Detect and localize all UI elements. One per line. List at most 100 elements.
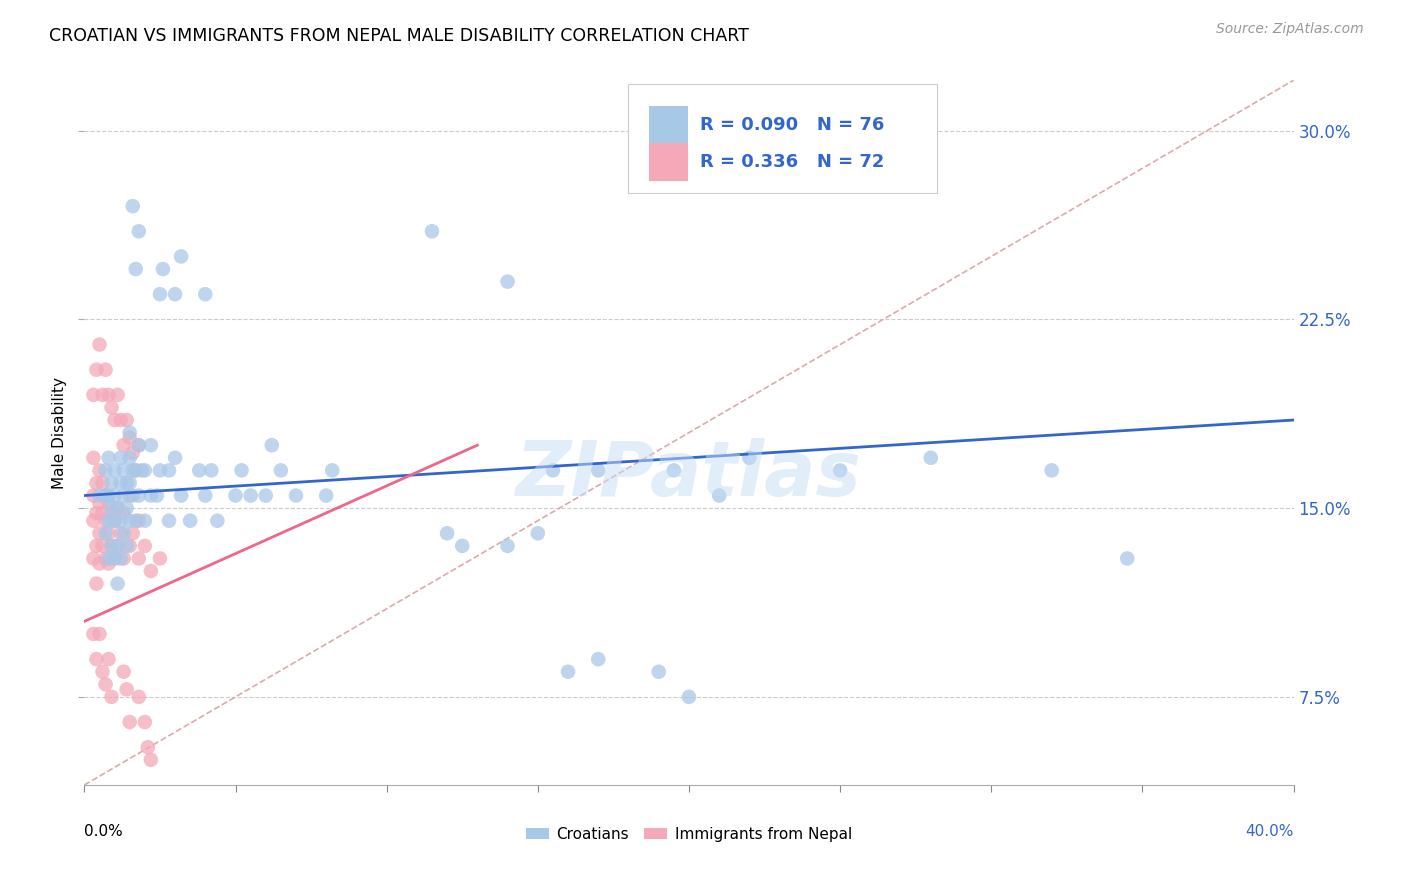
Point bbox=[100, 401, 122, 415]
Point bbox=[188, 463, 211, 477]
Point bbox=[100, 539, 122, 553]
Point bbox=[82, 551, 104, 566]
Point bbox=[100, 506, 122, 520]
Point bbox=[118, 450, 141, 465]
Point bbox=[112, 438, 135, 452]
Point bbox=[107, 501, 129, 516]
Point bbox=[94, 514, 117, 528]
Point bbox=[97, 652, 120, 666]
Point bbox=[97, 388, 120, 402]
Point bbox=[118, 475, 141, 490]
Point bbox=[107, 539, 129, 553]
FancyBboxPatch shape bbox=[650, 106, 688, 145]
Point bbox=[121, 463, 143, 477]
Point bbox=[165, 287, 187, 301]
Point bbox=[139, 564, 162, 578]
Point bbox=[82, 489, 104, 503]
Point bbox=[94, 362, 117, 376]
Point bbox=[118, 489, 141, 503]
Point bbox=[110, 526, 132, 541]
Point bbox=[110, 475, 132, 490]
Point bbox=[128, 438, 150, 452]
Point bbox=[321, 463, 343, 477]
Point bbox=[541, 463, 564, 477]
Point bbox=[830, 463, 852, 477]
Point bbox=[112, 463, 135, 477]
Point bbox=[136, 740, 159, 755]
Point bbox=[104, 413, 127, 427]
Point bbox=[104, 514, 127, 528]
Point bbox=[91, 665, 114, 679]
Point bbox=[97, 514, 120, 528]
Point bbox=[89, 337, 111, 351]
Text: 0.0%: 0.0% bbox=[84, 823, 124, 838]
Point bbox=[527, 526, 550, 541]
Point bbox=[285, 489, 308, 503]
Point bbox=[125, 463, 148, 477]
Point bbox=[139, 489, 162, 503]
Point bbox=[86, 652, 108, 666]
Point bbox=[121, 526, 143, 541]
Point bbox=[128, 438, 150, 452]
Point bbox=[86, 506, 108, 520]
Point bbox=[121, 199, 143, 213]
Point bbox=[496, 275, 519, 289]
Point bbox=[118, 514, 141, 528]
Point bbox=[134, 463, 156, 477]
Legend: Croatians, Immigrants from Nepal: Croatians, Immigrants from Nepal bbox=[520, 821, 858, 847]
Point bbox=[270, 463, 292, 477]
Point bbox=[97, 557, 120, 571]
Point bbox=[104, 489, 127, 503]
Point bbox=[125, 262, 148, 277]
Point bbox=[420, 224, 443, 238]
Point bbox=[86, 576, 108, 591]
Point bbox=[104, 551, 127, 566]
Point bbox=[709, 489, 731, 503]
Point bbox=[128, 489, 150, 503]
Point bbox=[128, 690, 150, 704]
Point bbox=[157, 514, 180, 528]
Point bbox=[82, 388, 104, 402]
Point bbox=[225, 489, 247, 503]
Point bbox=[128, 224, 150, 238]
Point bbox=[112, 489, 135, 503]
Point bbox=[125, 463, 148, 477]
Point bbox=[678, 690, 700, 704]
Point bbox=[115, 501, 138, 516]
Point bbox=[920, 450, 942, 465]
Point bbox=[97, 551, 120, 566]
Point bbox=[121, 446, 143, 460]
Point bbox=[86, 475, 108, 490]
Text: Source: ZipAtlas.com: Source: ZipAtlas.com bbox=[1216, 22, 1364, 37]
Point bbox=[97, 496, 120, 510]
Point bbox=[118, 539, 141, 553]
Point bbox=[94, 526, 117, 541]
Text: R = 0.336   N = 72: R = 0.336 N = 72 bbox=[700, 153, 884, 171]
Point bbox=[94, 489, 117, 503]
Point bbox=[89, 463, 111, 477]
Point bbox=[149, 551, 172, 566]
Point bbox=[436, 526, 458, 541]
Point bbox=[134, 539, 156, 553]
Point bbox=[82, 627, 104, 641]
Text: R = 0.090   N = 76: R = 0.090 N = 76 bbox=[700, 116, 884, 134]
Point bbox=[89, 526, 111, 541]
Point bbox=[112, 526, 135, 541]
Point bbox=[100, 690, 122, 704]
Point bbox=[118, 714, 141, 729]
Point bbox=[94, 677, 117, 691]
Point bbox=[118, 425, 141, 440]
Point bbox=[97, 526, 120, 541]
Y-axis label: Male Disability: Male Disability bbox=[52, 376, 67, 489]
Point bbox=[231, 463, 253, 477]
Point bbox=[588, 652, 610, 666]
Point bbox=[139, 438, 162, 452]
Point bbox=[194, 489, 217, 503]
Point bbox=[104, 463, 127, 477]
Point bbox=[1040, 463, 1063, 477]
Point bbox=[149, 287, 172, 301]
Point bbox=[100, 475, 122, 490]
Point bbox=[94, 463, 117, 477]
Text: ZIPatlas: ZIPatlas bbox=[516, 438, 862, 512]
Text: CROATIAN VS IMMIGRANTS FROM NEPAL MALE DISABILITY CORRELATION CHART: CROATIAN VS IMMIGRANTS FROM NEPAL MALE D… bbox=[49, 27, 749, 45]
